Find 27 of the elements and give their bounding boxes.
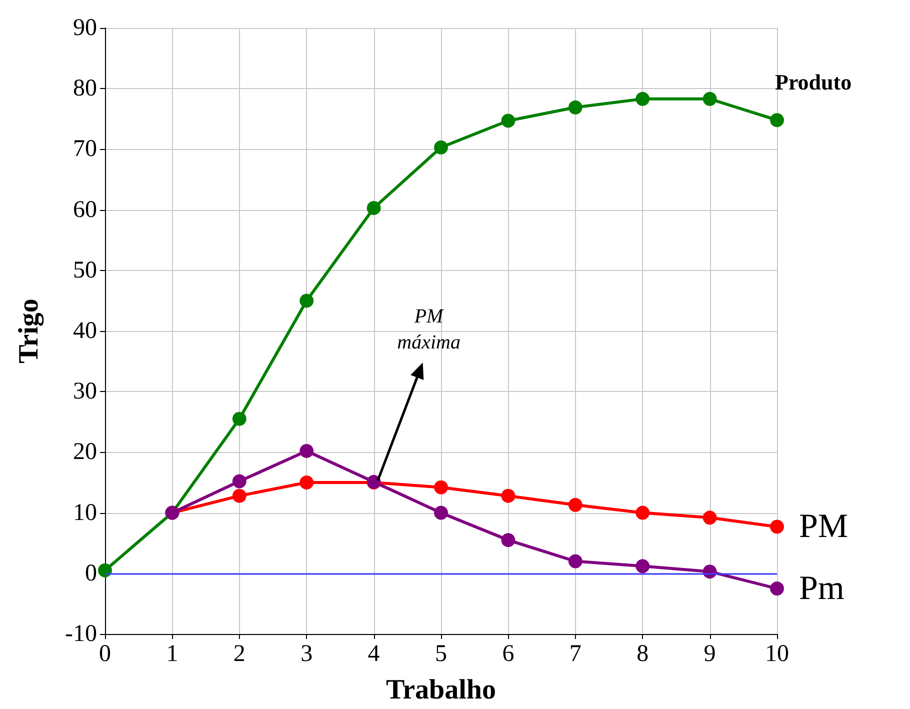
y-tick-label: 20 [73,439,97,466]
x-tick-label: 7 [569,641,582,667]
x-tick-label: 8 [636,641,649,667]
y-tick-label: 80 [73,76,97,102]
series-label: Pm [799,570,844,608]
x-tick-label: 3 [300,641,313,667]
y-axis-title: Trigo [14,298,44,364]
y-tick-label: 40 [73,318,97,344]
x-tick-label: 5 [435,641,447,667]
series-label: PM [799,508,848,546]
x-tick-label: 9 [704,641,716,667]
x-tick-label: 10 [765,641,789,667]
x-tick-label: 2 [233,641,246,667]
y-tick-label: -10 [65,621,97,647]
y-tick-label: 10 [73,500,97,526]
y-tick-label: 60 [73,196,97,223]
y-tick-label: 50 [73,257,97,284]
annotation: PM máxima [397,306,460,354]
y-tick-label: 0 [85,560,97,586]
y-tick-label: 70 [73,136,97,162]
x-tick-label: 4 [368,641,380,667]
x-tick-label: 1 [166,641,178,667]
x-axis-title: Trabalho [386,674,496,706]
series-label: Produto [775,70,852,95]
y-tick-label: 30 [73,378,97,405]
x-tick-label: 6 [502,641,514,667]
y-tick-label: 90 [73,15,97,41]
